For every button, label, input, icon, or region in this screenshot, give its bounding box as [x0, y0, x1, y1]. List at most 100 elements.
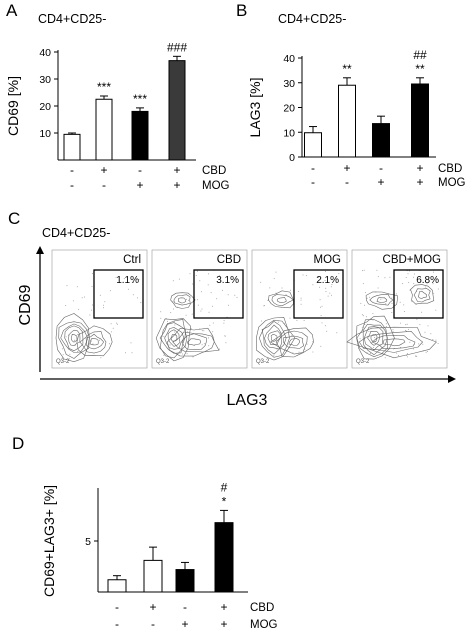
event-dot [236, 296, 238, 298]
event-dot [361, 326, 363, 328]
bar-b-4 [411, 83, 429, 158]
contour-line [261, 321, 287, 355]
event-dot [197, 304, 199, 306]
event-dot [419, 324, 421, 326]
event-dot [298, 290, 300, 292]
event-dot [361, 314, 363, 316]
event-dot [81, 297, 83, 299]
event-dot [320, 315, 322, 317]
gate-code: Q3-2 [56, 359, 70, 365]
contour-line [58, 321, 90, 359]
event-dot [413, 283, 415, 285]
event-dot [384, 277, 386, 279]
event-dot [89, 314, 91, 316]
cbd-sign-d: - [183, 600, 187, 614]
event-dot [275, 271, 277, 273]
event-dot [415, 355, 416, 357]
event-dot [174, 324, 176, 326]
event-dot [83, 296, 85, 298]
event-dot [90, 309, 92, 311]
bar-a-1 [63, 133, 81, 161]
event-dot [421, 311, 423, 313]
event-dot [189, 273, 191, 275]
cbd-sign-b: + [416, 161, 423, 175]
event-dot [160, 317, 162, 319]
event-dot [66, 285, 68, 287]
significance-label2-d-4: # [221, 480, 228, 494]
flow-x-axis-label: LAG3 [227, 392, 268, 409]
gate-code: Q3-2 [256, 359, 270, 365]
contour-line [178, 297, 187, 304]
contour-line [271, 294, 294, 307]
event-dot [210, 292, 212, 294]
bar-b-1 [304, 132, 322, 158]
event-dot [227, 304, 229, 306]
cbd-sign-a: + [100, 163, 107, 177]
event-dot [91, 273, 93, 275]
contour-line [89, 338, 99, 346]
event-dot [327, 295, 329, 297]
event-dot [408, 281, 410, 283]
mog-sign-d: - [115, 617, 119, 631]
event-dot [312, 341, 314, 343]
bar-d-2 [143, 559, 163, 593]
event-dot [362, 283, 364, 285]
contour-line [76, 325, 113, 357]
event-dot [424, 331, 426, 333]
event-dot [402, 283, 404, 285]
event-dot [100, 357, 102, 359]
contour-line [170, 292, 196, 309]
contour-line [187, 338, 201, 346]
contour-line [358, 330, 424, 353]
event-dot [377, 287, 379, 289]
event-dot [65, 336, 67, 338]
event-dot [190, 328, 192, 330]
event-dot [359, 338, 361, 340]
cbd-sign-b: - [379, 161, 383, 175]
mog-sign-a: + [136, 178, 143, 192]
event-dot [363, 315, 364, 317]
event-dot [212, 322, 214, 324]
cbd-sign-a: - [138, 163, 142, 177]
flow-plot-4: 6.8% CBD+MOG Q3-2 [346, 249, 448, 369]
event-dot [418, 343, 420, 345]
event-dot [427, 325, 429, 327]
event-dot [201, 308, 203, 310]
mog-sign-d: - [151, 617, 155, 631]
contour-line [64, 325, 84, 352]
event-dot [138, 278, 140, 280]
event-dot [405, 329, 406, 331]
event-dot [374, 337, 376, 339]
bar-b-2 [338, 84, 356, 158]
gate-rectangle [293, 269, 344, 319]
panel-b-subtitle: CD4+CD25- [278, 12, 346, 26]
gate-rectangle [93, 269, 144, 319]
event-dot [74, 339, 76, 341]
event-dot [199, 280, 201, 282]
event-dot [380, 298, 382, 300]
event-dot [338, 273, 340, 275]
contour-line [365, 291, 398, 310]
event-dot [128, 288, 129, 290]
event-dot [432, 339, 434, 340]
event-dot [65, 305, 67, 306]
event-dot [103, 307, 104, 309]
event-dot [208, 337, 209, 339]
event-dot [277, 321, 279, 323]
event-dot [137, 297, 138, 299]
contour-line [166, 327, 220, 357]
event-dot [325, 287, 327, 289]
event-dot [203, 330, 205, 332]
event-dot [395, 293, 397, 295]
flow-y-axis-label: CD69 [17, 284, 34, 325]
event-dot [76, 286, 78, 288]
y-axis-label-b: LAG3 [%] [247, 78, 263, 138]
event-dot [234, 294, 236, 296]
contour-line [170, 334, 178, 342]
contour-line [369, 294, 394, 306]
event-dot [325, 270, 326, 272]
event-dot [391, 302, 393, 304]
event-dot [320, 306, 321, 308]
flow-plot-label: Ctrl [123, 254, 141, 266]
cbd-sign-d: + [220, 600, 227, 614]
